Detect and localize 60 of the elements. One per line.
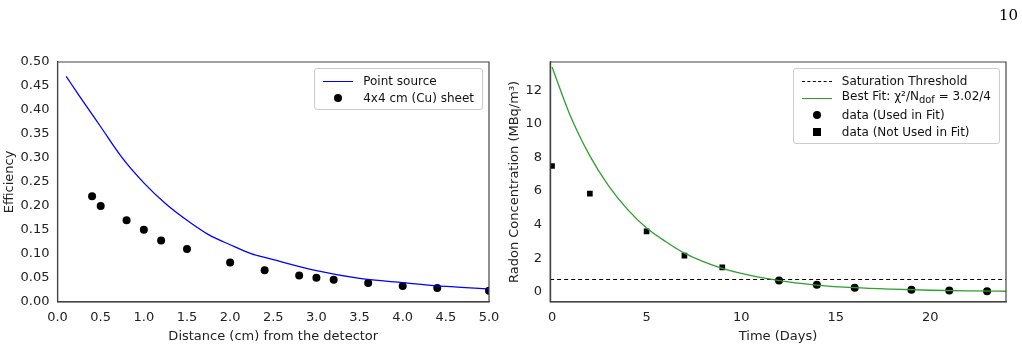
x-tick-label: 4.0 [392,308,414,324]
x-tick-label: 0.5 [90,308,112,324]
y-tick-label: 0 [533,283,543,299]
point [226,258,235,267]
point [122,216,131,225]
y-tick-label: 0.15 [20,221,50,237]
y-tick-label: 4 [533,216,543,232]
x-tick-label: 1.0 [133,308,155,324]
legend-label: 4x4 cm (Cu) sheet [363,90,474,105]
x-tick-label: 3.5 [349,308,370,324]
point [157,236,166,245]
x-tick-label: 2.0 [219,308,241,324]
y-tick-label: 0.35 [20,125,50,141]
point [182,245,191,254]
point [139,225,148,234]
y-tick-label: 0.30 [20,149,50,165]
y-tick-label: 12 [525,81,543,97]
y-tick-label: 0.50 [20,53,50,69]
point [88,192,97,201]
legend-label: Best Fit: χ²/N$_{dof}$ = 3.02/4 [841,89,991,106]
x-tick-label: 3.0 [306,308,327,324]
point [587,190,593,197]
x-tick-label: 0 [547,308,557,324]
point [295,271,304,280]
y-axis-title: Efficiency [1,150,17,214]
x-tick-label: 10 [732,308,750,324]
point [96,201,105,210]
x-tick-label: 1.5 [176,308,198,324]
x-tick-label: 5.0 [478,308,500,324]
point [364,279,373,288]
x-tick-label: 2.5 [262,308,284,324]
y-tick-label: 2 [533,249,543,265]
legend-label: data (Used in Fit) [841,107,945,122]
x-tick-label: 5 [642,308,651,324]
y-tick-label: 0.20 [20,197,50,213]
y-tick-label: 10 [525,115,543,131]
point [329,275,338,284]
x-axis-title: Distance (cm) from the detector [168,327,379,343]
x-tick-label: 4.5 [435,308,457,324]
legend-label: data (Not Used in Fit) [841,124,970,139]
point [398,281,407,290]
x-tick-label: 15 [827,308,845,324]
y-tick-label: 0.25 [20,173,50,189]
y-tick-label: 0.40 [20,101,50,117]
x-tick-label: 20 [922,308,939,324]
text: 10 [998,6,1018,24]
point [260,266,269,275]
y-tick-label: 0.45 [20,77,50,93]
legend-label: Saturation Threshold [841,73,968,88]
x-axis-title: Time (Days) [737,327,818,343]
point [312,273,321,282]
y-axis-title: Radon Concentration (MBq/m³) [506,80,522,283]
y-tick-label: 0.00 [20,293,50,309]
line-series [551,66,1006,292]
y-tick-label: 0.10 [20,245,50,261]
legend-label: Point source [363,73,437,88]
y-tick-label: 6 [533,182,543,198]
x-tick-label: 0.0 [47,308,68,324]
y-tick-label: 8 [533,148,543,164]
y-tick-label: 0.05 [20,269,50,285]
